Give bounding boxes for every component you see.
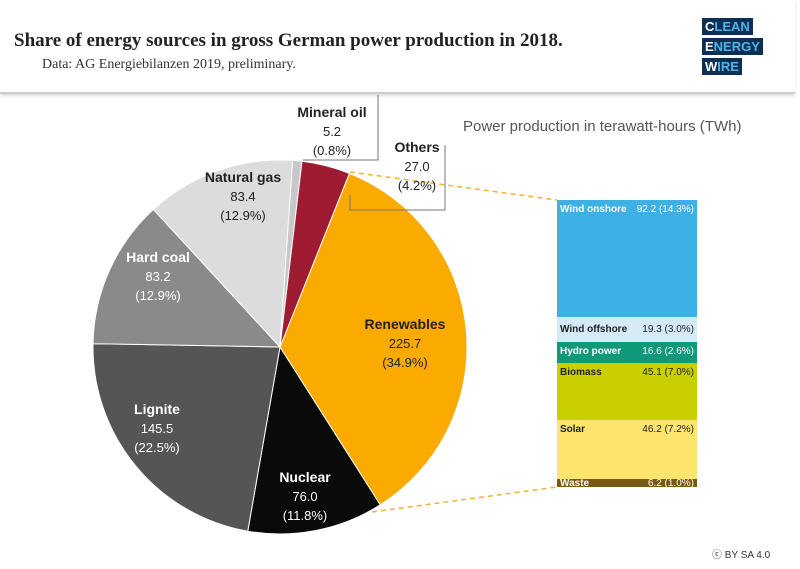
others-leader [349,145,446,211]
logo-word-clean: CLEAN [702,18,753,35]
slice-value: 27.0 [404,159,430,174]
segment-name: Biomass [560,366,602,378]
slice-label: Mineral oil 5.2 (0.8%) [297,103,366,160]
segment-name: Wind offshore [560,323,628,335]
bar-segment-hydro-power: Hydro power 16.6 (2.6%) [557,341,697,363]
slice-label: Natural gas 83.4 (12.9%) [205,168,281,225]
slice-name: Nuclear [279,469,331,485]
slice-pct: (22.5%) [134,440,180,455]
bar-segment-wind-onshore: Wind onshore 92.2 (14.3%) [557,200,697,318]
slice-label: Hard coal 83.2 (12.9%) [126,248,190,305]
slice-name: Hard coal [126,249,190,265]
slice-label: Renewables 225.7 (34.9%) [365,315,446,372]
pie-slice-hard-coal [92,208,282,348]
slice-pct: (12.9%) [135,288,181,303]
slice-label: Lignite 145.5 (22.5%) [134,400,180,457]
connector-line [349,171,558,201]
slice-pct: (4.2%) [397,178,437,193]
segment-value: 45.1 (7.0%) [642,366,694,378]
logo-word-wire: WIRE [702,58,742,75]
pie-slice-natural-gas [152,159,294,349]
segment-value: 92.2 (14.3%) [636,204,694,215]
logo-word-energy: ENERGY [702,38,763,55]
slice-pct: (11.8%) [282,508,328,523]
bar-segment-wind-offshore: Wind offshore 19.3 (3.0%) [557,317,697,342]
segment-name: Solar [560,424,586,436]
slice-pct: (12.9%) [220,208,266,223]
slice-value: 5.2 [322,124,342,139]
segment-name: Waste [560,478,590,490]
pie-slice-nuclear [247,345,381,535]
slice-pct: (0.8%) [312,143,352,158]
slice-name: Mineral oil [297,104,367,120]
segment-name: Wind onshore [560,204,627,215]
pie-slice-lignite [92,343,281,532]
segment-value: 16.6 (2.6%) [642,346,694,358]
slice-value: 83.4 [230,189,256,204]
chart-title: Share of energy sources in gross German … [14,30,563,51]
chart-subtitle: Data: AG Energiebilanzen 2019, prelimina… [42,57,296,72]
slice-name: Renewables [364,316,446,332]
segment-value: 6.2 (1.0%) [647,478,694,490]
slice-value: 225.7 [388,336,422,351]
header: Share of energy sources in gross German … [0,0,795,94]
license-text: BY SA 4.0 [724,550,771,561]
bar-segment-waste: Waste 6.2 (1.0%) [557,478,697,490]
slice-value: 76.0 [292,489,318,504]
connector-line [371,486,558,513]
license: ⓒ BY SA 4.0 [712,546,770,561]
segment-value: 19.3 (3.0%) [642,323,694,335]
slice-label: Nuclear 76.0 (11.8%) [279,468,330,525]
slice-value: 83.2 [145,269,171,284]
slice-name: Others [394,139,440,155]
pie-slice-others [279,160,351,348]
cc-icon: ⓒ [712,550,722,561]
slice-pct: (34.9%) [382,355,428,370]
slice-label: Others 27.0 (4.2%) [394,138,439,195]
clean-energy-wire-logo: CLEAN ENERGY WIRE [702,18,763,78]
mineral-oil-leader [303,95,379,161]
segment-value: 46.2 (7.2%) [642,424,694,436]
segment-name: Hydro power [560,346,622,358]
bar-segment-solar: Solar 46.2 (7.2%) [557,420,697,480]
bar-segment-biomass: Biomass 45.1 (7.0%) [557,362,697,421]
slice-value: 145.5 [140,421,174,436]
bar-title: Power production in terawatt-hours (TWh) [463,118,742,135]
slice-name: Natural gas [204,169,282,185]
pie-slice-renewables [279,172,468,506]
slice-name: Lignite [134,401,180,417]
